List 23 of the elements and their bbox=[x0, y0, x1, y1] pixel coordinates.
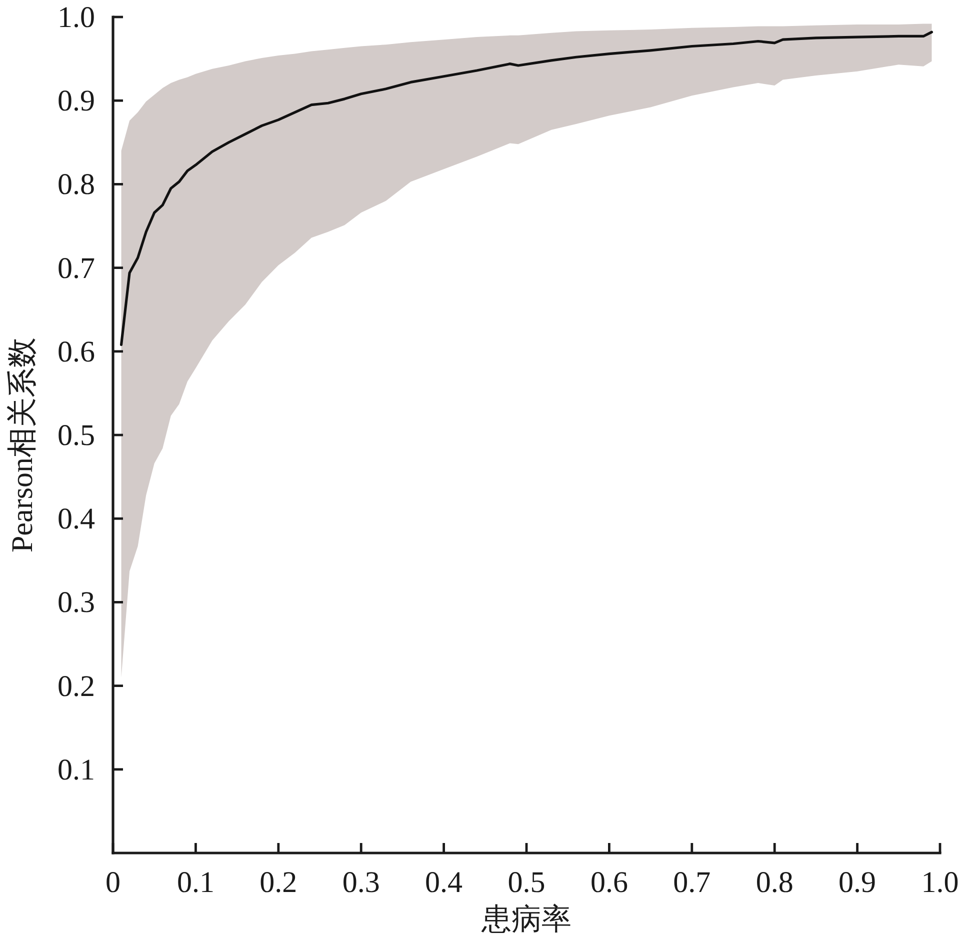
y-tick-label: 0.4 bbox=[58, 502, 95, 536]
y-tick-label: 0.2 bbox=[58, 670, 95, 703]
y-axis-title: Pearson相关系数 bbox=[6, 338, 39, 552]
y-tick-label: 0.5 bbox=[58, 419, 95, 452]
x-tick-label: 0.9 bbox=[838, 866, 876, 899]
x-tick-label: 0.3 bbox=[342, 866, 380, 899]
x-tick-label: 0.6 bbox=[590, 866, 628, 899]
x-tick-label: 0.1 bbox=[176, 866, 214, 899]
y-tick-label: 0.9 bbox=[58, 84, 95, 118]
y-tick-label: 1.0 bbox=[58, 1, 95, 34]
y-tick-label: 0.8 bbox=[58, 168, 95, 202]
x-tick-label: 0.5 bbox=[508, 866, 546, 899]
y-tick-label: 0.7 bbox=[58, 252, 95, 285]
x-axis-title: 患病率 bbox=[482, 903, 572, 936]
x-tick-label: 1.0 bbox=[921, 866, 959, 899]
x-tick-label: 0.8 bbox=[756, 866, 794, 899]
y-tick-label: 0.3 bbox=[58, 586, 95, 620]
x-tick-label: 0.4 bbox=[425, 866, 463, 899]
x-tick-label: 0.2 bbox=[260, 866, 298, 899]
y-tick-label: 0.1 bbox=[58, 753, 95, 786]
x-tick-label: 0 bbox=[106, 866, 120, 899]
y-tick-label: 0.6 bbox=[58, 335, 95, 368]
x-tick-label: 0.7 bbox=[673, 866, 711, 899]
